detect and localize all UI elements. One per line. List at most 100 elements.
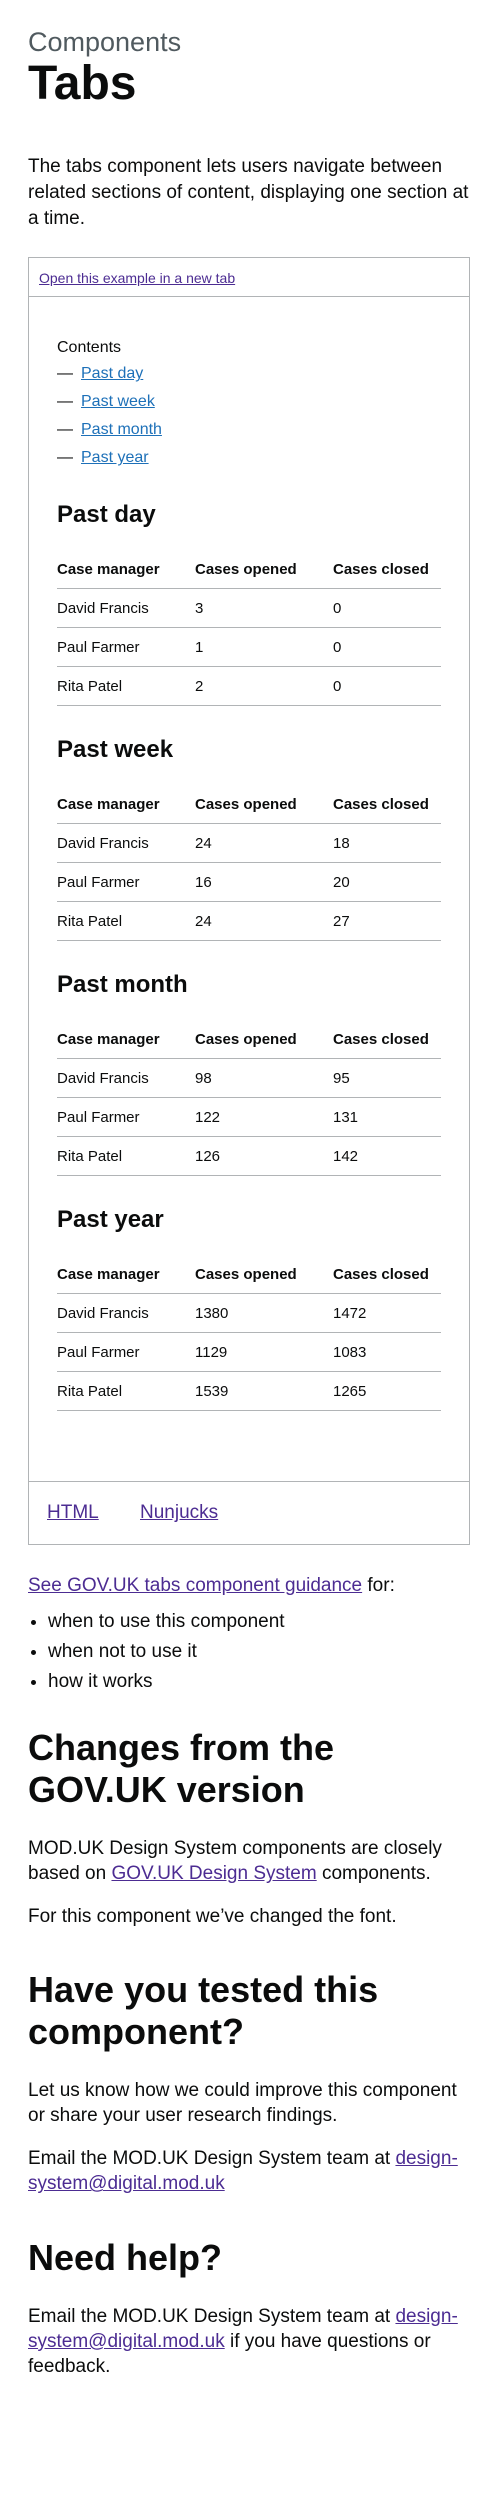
table-cell: Rita Patel [57, 901, 195, 942]
changes-font-paragraph: For this component we’ve changed the fon… [28, 1906, 397, 1928]
govuk-design-system-link[interactable]: GOV.UK Design System [111, 1863, 317, 1885]
changes-heading: Changes from the GOV.UK version [28, 1727, 335, 1810]
table-cell: Paul Farmer [57, 1097, 195, 1138]
panel-heading: Past week [57, 736, 174, 764]
guidance-link[interactable]: See GOV.UK tabs component guidance [28, 1575, 363, 1597]
panel-past-year: Past year Case manager Cases opened Case… [57, 1206, 441, 1412]
tab-past-year[interactable]: Past year [81, 449, 149, 467]
cases-table: Case manager Cases opened Cases closed D… [57, 786, 441, 942]
contents-item: — Past month [57, 421, 441, 439]
table-row: Rita Patel 24 27 [57, 901, 441, 942]
list-item: when not to use it [48, 1641, 470, 1663]
help-email-link[interactable]: design-system@digital.mod.uk [28, 2305, 458, 2352]
column-header: Cases opened [195, 1256, 333, 1295]
table-cell: Paul Farmer [57, 1332, 195, 1373]
table-cell: Paul Farmer [57, 627, 195, 668]
changes-paragraph: MOD.UK Design System components are clos… [28, 1836, 470, 1886]
table-cell: 20 [333, 862, 441, 903]
table-cell: 122 [195, 1097, 333, 1138]
table-cell: 24 [195, 823, 333, 864]
contents-dash: — [57, 449, 73, 467]
column-header: Case manager [57, 551, 195, 590]
table-cell: 126 [195, 1136, 333, 1177]
tab-past-week[interactable]: Past week [81, 393, 155, 411]
changes-text: components. [316, 1863, 431, 1885]
column-header: Case manager [57, 1256, 195, 1295]
help-text: Email the MOD.UK Design System team at [28, 2305, 396, 2327]
table-cell: 1265 [333, 1371, 441, 1412]
table-cell: 0 [333, 666, 441, 707]
tested-paragraph: Let us know how we could improve this co… [28, 2080, 457, 2127]
contents-item: — Past week [57, 393, 441, 411]
column-header: Cases opened [195, 786, 333, 825]
panel-heading: Past month [57, 971, 188, 999]
table-cell: Rita Patel [57, 666, 195, 707]
example-body: Contents — Past day — Past week — Past mont… [29, 297, 469, 1481]
table-cell: Rita Patel [57, 1136, 195, 1177]
table-cell: David Francis [57, 823, 195, 864]
page-title: Tabs [28, 56, 137, 110]
cases-table: Case manager Cases opened Cases closed D… [57, 1256, 441, 1412]
table-cell: 3 [195, 588, 333, 629]
table-cell: 131 [333, 1097, 441, 1138]
tab-past-day[interactable]: Past day [81, 365, 144, 383]
list-item: when to use this component [48, 1611, 470, 1633]
table-cell: 0 [333, 627, 441, 668]
table-cell: 18 [333, 823, 441, 864]
example-header: Open this example in a new tab [29, 258, 469, 298]
spacer [28, 2215, 470, 2237]
table-cell: 2 [195, 666, 333, 707]
contents-label: Contents [57, 339, 122, 357]
panel-past-month: Past month Case manager Cases opened Cas… [57, 971, 441, 1177]
contents-dash: — [57, 421, 73, 439]
column-header: Cases opened [195, 1021, 333, 1060]
table-cell: 1083 [333, 1332, 441, 1373]
table-cell: David Francis [57, 1293, 195, 1334]
guidance-suffix: for: [362, 1575, 395, 1597]
code-tabs: HTML Nunjucks [29, 1481, 469, 1544]
column-header: Cases closed [333, 551, 441, 590]
guidance-paragraph: See GOV.UK tabs component guidance for: [28, 1575, 470, 1597]
code-tab-nunjucks[interactable]: Nunjucks [140, 1502, 219, 1524]
open-example-link[interactable]: Open this example in a new tab [39, 270, 236, 287]
table-cell: 1 [195, 627, 333, 668]
panel-heading: Past year [57, 1206, 164, 1234]
table-row: Paul Farmer 16 20 [57, 862, 441, 903]
table-header-row: Case manager Cases opened Cases closed [57, 551, 441, 590]
table-row: David Francis 98 95 [57, 1058, 441, 1099]
table-cell: 0 [333, 588, 441, 629]
panel-heading: Past day [57, 501, 156, 529]
column-header: Cases closed [333, 1256, 441, 1295]
column-header: Cases opened [195, 551, 333, 590]
cases-table: Case manager Cases opened Cases closed D… [57, 551, 441, 707]
table-row: Paul Farmer 1 0 [57, 627, 441, 668]
page: Components Tabs The tabs component lets … [0, 0, 498, 2437]
example-frame: Open this example in a new tab Contents … [28, 257, 470, 1546]
table-cell: 16 [195, 862, 333, 903]
contents-list: — Past day — Past week — Past month — Past y… [57, 365, 441, 467]
table-row: David Francis 24 18 [57, 823, 441, 864]
cases-table: Case manager Cases opened Cases closed D… [57, 1021, 441, 1177]
column-header: Cases closed [333, 1021, 441, 1060]
panel-past-week: Past week Case manager Cases opened Case… [57, 736, 441, 942]
email-link[interactable]: design-system@digital.mod.uk [28, 2148, 458, 2195]
spacer [28, 1947, 470, 1969]
page-caption: Components [28, 27, 182, 57]
code-tab-html[interactable]: HTML [47, 1502, 99, 1524]
column-header: Case manager [57, 786, 195, 825]
table-header-row: Case manager Cases opened Cases closed [57, 1256, 441, 1295]
table-row: Rita Patel 1539 1265 [57, 1371, 441, 1412]
tab-past-month[interactable]: Past month [81, 421, 162, 439]
table-cell: David Francis [57, 588, 195, 629]
table-cell: 95 [333, 1058, 441, 1099]
contents-dash: — [57, 393, 73, 411]
contents-dash: — [57, 365, 73, 383]
tested-heading: Have you tested this component? [28, 1969, 379, 2052]
column-header: Cases closed [333, 786, 441, 825]
table-row: David Francis 3 0 [57, 588, 441, 629]
column-header: Case manager [57, 1021, 195, 1060]
table-row: Rita Patel 2 0 [57, 666, 441, 707]
contents-item: — Past day [57, 365, 441, 383]
table-header-row: Case manager Cases opened Cases closed [57, 1021, 441, 1060]
help-text: if you have questions or feedback. [28, 2330, 431, 2378]
